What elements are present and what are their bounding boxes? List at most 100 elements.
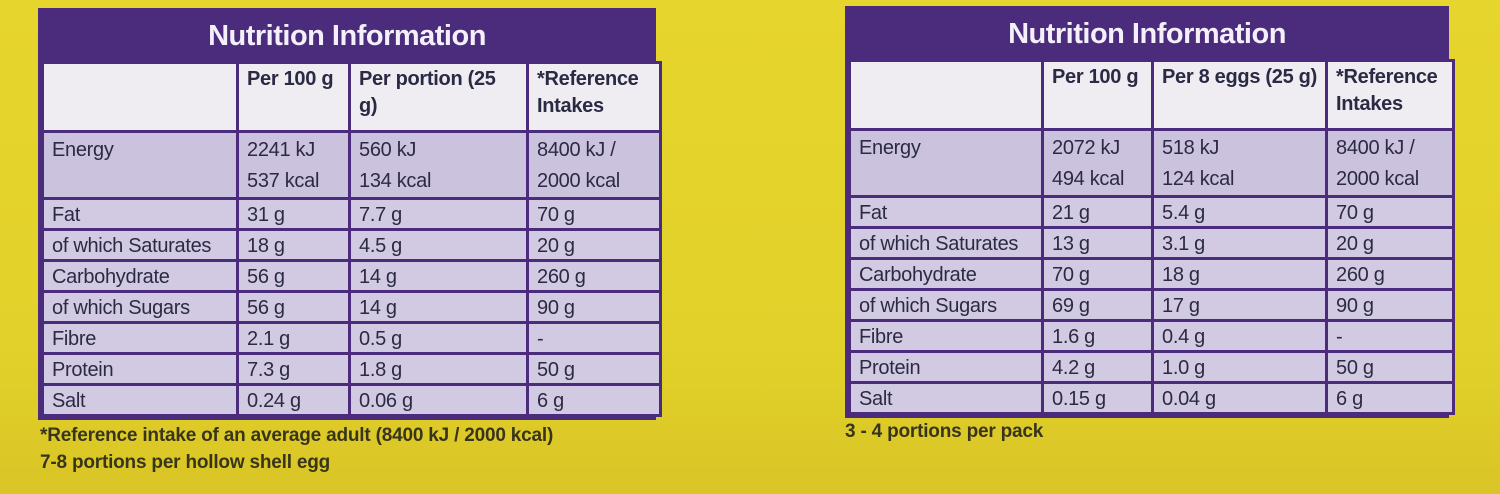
- header-row: Per 100 g Per 8 eggs (25 g) *Reference Int…: [848, 59, 1455, 131]
- table-body: Per 100 g Per portion (25 g) *Reference In…: [41, 61, 662, 417]
- nutrient-row: Carbohydrate 56 g 14 g 260 g: [41, 259, 662, 293]
- nutrient-name: of which Saturates: [848, 226, 1044, 260]
- nutrient-name: Fibre: [848, 319, 1044, 353]
- nutrient-value: 18 g: [1151, 257, 1328, 291]
- nutrient-value: 17 g: [1151, 288, 1328, 322]
- nutrient-value: 0.06 g: [348, 383, 529, 417]
- nutrition-table: Per 100 g Per portion (25 g) *Reference In…: [41, 61, 662, 417]
- nutrient-value: 260 g: [526, 259, 662, 293]
- nutrient-row: Protein 7.3 g 1.8 g 50 g: [41, 352, 662, 386]
- header-row: Per 100 g Per portion (25 g) *Reference In…: [41, 61, 662, 133]
- nutrient-value: 7.7 g: [348, 197, 529, 231]
- nutrition-table: Per 100 g Per 8 eggs (25 g) *Reference Int…: [848, 59, 1455, 415]
- nutrient-value: 21 g: [1041, 195, 1154, 229]
- nutrient-value: 50 g: [526, 352, 662, 386]
- footnote: *Reference intake of an average adult (8…: [40, 425, 554, 446]
- nutrient-value: 70 g: [1041, 257, 1154, 291]
- nutrition-panel: Nutrition Information Per 100 g Per 8 eggs…: [845, 6, 1455, 418]
- nutrient-value: 560 kJ 134 kcal: [348, 130, 529, 200]
- header-cell: Per 100 g: [1041, 59, 1154, 131]
- nutrient-value: 18 g: [236, 228, 351, 262]
- nutrient-value: 2241 kJ 537 kcal: [236, 130, 351, 200]
- nutrient-value: 4.2 g: [1041, 350, 1154, 384]
- nutrient-value: 260 g: [1325, 257, 1455, 291]
- header-cell: Per 8 eggs (25 g): [1151, 59, 1328, 131]
- nutrient-value: 6 g: [526, 383, 662, 417]
- nutrient-row: of which Sugars 69 g 17 g 90 g: [848, 288, 1455, 322]
- nutrient-value: 2072 kJ 494 kcal: [1041, 128, 1154, 198]
- nutrient-value: 6 g: [1325, 381, 1455, 415]
- nutrient-value: 4.5 g: [348, 228, 529, 262]
- table-body: Per 100 g Per 8 eggs (25 g) *Reference Int…: [848, 59, 1455, 415]
- nutrient-value: 3.1 g: [1151, 226, 1328, 260]
- panel-title: Nutrition Information: [1008, 18, 1286, 50]
- nutrient-name: of which Sugars: [848, 288, 1044, 322]
- nutrient-value: 0.15 g: [1041, 381, 1154, 415]
- nutrient-value: 20 g: [1325, 226, 1455, 260]
- nutrient-value: 0.5 g: [348, 321, 529, 355]
- nutrient-value: 1.6 g: [1041, 319, 1154, 353]
- nutrient-value: 70 g: [526, 197, 662, 231]
- nutrient-name: Salt: [41, 383, 239, 417]
- nutrient-value: 13 g: [1041, 226, 1154, 260]
- nutrient-value: 8400 kJ / 2000 kcal: [1325, 128, 1455, 198]
- nutrient-row: Protein 4.2 g 1.0 g 50 g: [848, 350, 1455, 384]
- nutrient-value: 5.4 g: [1151, 195, 1328, 229]
- nutrient-row: of which Saturates 18 g 4.5 g 20 g: [41, 228, 662, 262]
- header-cell: Per 100 g: [236, 61, 351, 133]
- nutrient-value: 14 g: [348, 290, 529, 324]
- nutrient-name: of which Saturates: [41, 228, 239, 262]
- nutrient-name: Protein: [41, 352, 239, 386]
- nutrient-value: 90 g: [1325, 288, 1455, 322]
- nutrient-value: 14 g: [348, 259, 529, 293]
- nutrient-value: 1.0 g: [1151, 350, 1328, 384]
- panel-title: Nutrition Information: [208, 20, 486, 52]
- nutrient-row: Energy 2072 kJ 494 kcal 518 kJ 124 kcal 840…: [848, 128, 1455, 198]
- nutrient-value: 2.1 g: [236, 321, 351, 355]
- nutrient-value: -: [526, 321, 662, 355]
- nutrient-value: 518 kJ 124 kcal: [1151, 128, 1328, 198]
- nutrient-value: -: [1325, 319, 1455, 353]
- nutrient-value: 8400 kJ / 2000 kcal: [526, 130, 662, 200]
- nutrient-row: Fibre 1.6 g 0.4 g-: [848, 319, 1455, 353]
- nutrient-value: 50 g: [1325, 350, 1455, 384]
- footnote: 7-8 portions per hollow shell egg: [40, 452, 331, 473]
- nutrient-value: 56 g: [236, 290, 351, 324]
- nutrient-row: Energy 2241 kJ 537 kcal 560 kJ 134 kcal 840…: [41, 130, 662, 200]
- nutrient-row: Carbohydrate 70 g 18 g 260 g: [848, 257, 1455, 291]
- nutrient-value: 0.04 g: [1151, 381, 1328, 415]
- nutrient-row: Fat 21 g 5.4 g 70 g: [848, 195, 1455, 229]
- nutrient-name: Salt: [848, 381, 1044, 415]
- nutrient-value: 1.8 g: [348, 352, 529, 386]
- header-cell: Per portion (25 g): [348, 61, 529, 133]
- header-cell: [848, 59, 1044, 131]
- nutrient-name: Fibre: [41, 321, 239, 355]
- nutrient-name: Fat: [41, 197, 239, 231]
- footnote: 3 - 4 portions per pack: [845, 421, 1044, 442]
- header-cell: *Reference Intakes: [526, 61, 662, 133]
- nutrient-value: 7.3 g: [236, 352, 351, 386]
- nutrient-value: 69 g: [1041, 288, 1154, 322]
- nutrient-value: 70 g: [1325, 195, 1455, 229]
- nutrient-value: 56 g: [236, 259, 351, 293]
- nutrient-name: Energy: [848, 128, 1044, 198]
- nutrient-name: Protein: [848, 350, 1044, 384]
- nutrition-panel: Nutrition Information Per 100 g Per portio…: [38, 8, 662, 420]
- nutrient-name: Energy: [41, 130, 239, 200]
- nutrient-row: Fibre 2.1 g 0.5 g-: [41, 321, 662, 355]
- nutrient-value: 0.4 g: [1151, 319, 1328, 353]
- nutrient-row: of which Sugars 56 g 14 g 90 g: [41, 290, 662, 324]
- nutrient-name: Carbohydrate: [41, 259, 239, 293]
- nutrient-name: Carbohydrate: [848, 257, 1044, 291]
- nutrient-value: 0.24 g: [236, 383, 351, 417]
- header-cell: *Reference Intakes: [1325, 59, 1455, 131]
- nutrient-row: of which Saturates 13 g 3.1 g 20 g: [848, 226, 1455, 260]
- nutrient-name: Fat: [848, 195, 1044, 229]
- nutrient-name: of which Sugars: [41, 290, 239, 324]
- nutrient-value: 31 g: [236, 197, 351, 231]
- nutrient-value: 20 g: [526, 228, 662, 262]
- nutrient-row: Fat 31 g 7.7 g 70 g: [41, 197, 662, 231]
